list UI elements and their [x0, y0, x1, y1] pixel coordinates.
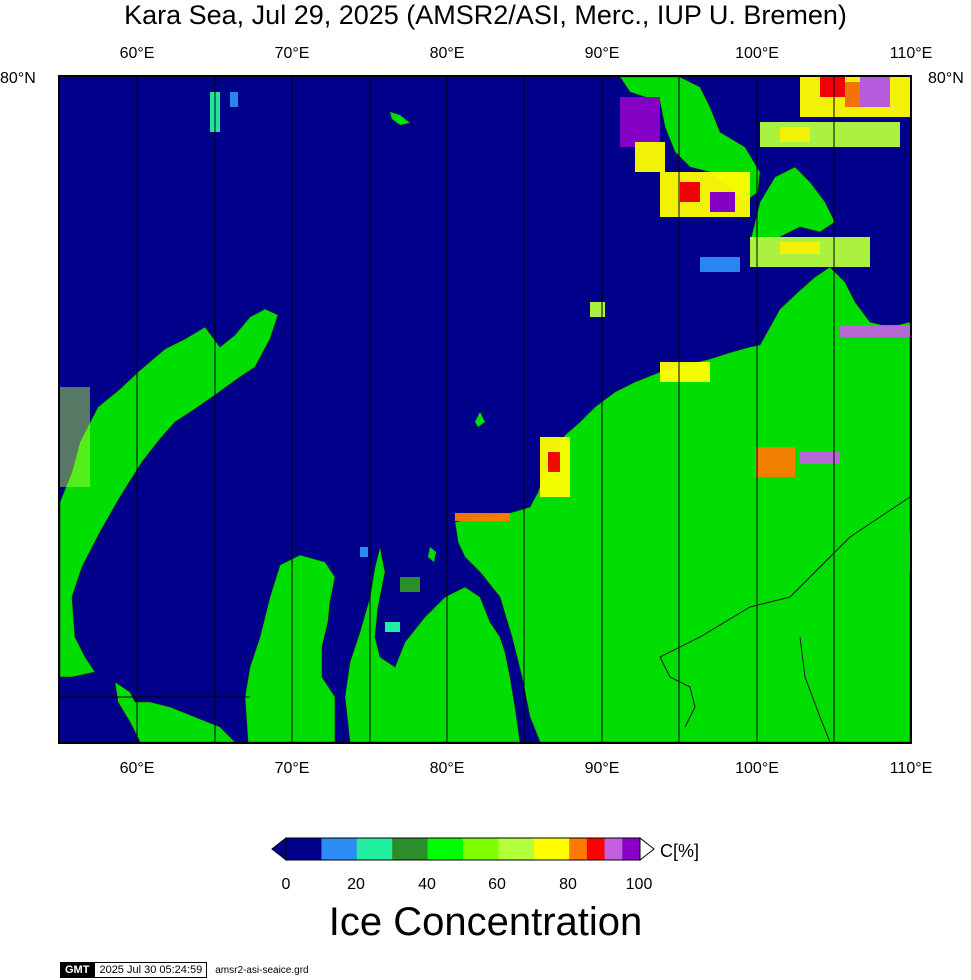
graticule: [60, 77, 835, 742]
colorbar-bin-85-90: [586, 838, 606, 860]
sea-ice-map: [58, 75, 912, 744]
lon-label-top-100: 100°E: [735, 45, 779, 62]
colorbar-bin-75-80: [551, 838, 570, 860]
lon-label-top-70: 70°E: [274, 45, 310, 62]
land-small-island-1: [475, 412, 485, 427]
colorbar-bin-20-30: [356, 838, 393, 860]
gmt-logo: GMT: [60, 962, 95, 978]
colorbar-tick-0: 0: [281, 876, 291, 893]
colorbar-bin-70-75: [533, 838, 552, 860]
timestamp: 2025 Jul 30 05:24:59: [94, 962, 208, 978]
land-vize-island: [390, 112, 410, 125]
lon-label-bottom-110: 110°E: [889, 760, 933, 777]
colorbar-title: Ice Concentration: [328, 900, 643, 944]
colorbar-unit-label: C[%]: [660, 841, 700, 861]
colorbar-bin-95-100: [622, 838, 641, 860]
lon-label-bottom-90: 90°E: [584, 760, 620, 777]
colorbar-under-triangle: [271, 836, 287, 862]
land-gydan: [344, 546, 521, 742]
lon-label-bottom-70: 70°E: [274, 760, 310, 777]
land-severnaya-zemlya-2: [749, 166, 836, 243]
lon-label-top-90: 90°E: [584, 45, 620, 62]
colorbar-tick-40: 40: [418, 876, 436, 893]
colorbar-bin-80-85: [569, 838, 588, 860]
rivers: [659, 496, 910, 742]
land-novaya-zemlya: [60, 308, 279, 678]
colorbar-bin-50-60: [463, 838, 499, 860]
ice-patches: [60, 77, 910, 572]
colorbar-bin-0-10: [286, 838, 322, 860]
lon-label-top-110: 110°E: [889, 45, 933, 62]
land-small-island-2: [428, 547, 436, 562]
colorbar-over-triangle: [639, 836, 655, 862]
colorbar-svg: [271, 836, 655, 862]
lat-label-left: 80°N: [0, 70, 36, 87]
colorbar-bin-90-95: [604, 838, 623, 860]
ice-speckles: [360, 547, 420, 632]
footer: GMT 2025 Jul 30 05:24:59 amsr2-asi-seaic…: [60, 962, 309, 978]
colorbar-tick-100: 100: [625, 876, 653, 893]
filename: amsr2-asi-seaice.grd: [215, 964, 309, 976]
lat-label-right: 80°N: [928, 70, 964, 87]
colorbar: [270, 836, 655, 869]
colorbar-tick-20: 20: [347, 876, 365, 893]
colorbar-bin-60-70: [498, 838, 535, 860]
colorbar-bin-30-40: [392, 838, 429, 860]
map-canvas: [60, 77, 910, 742]
colorbar-tick-60: 60: [488, 876, 506, 893]
lon-label-top-60: 60°E: [119, 45, 155, 62]
lon-label-bottom-60: 60°E: [119, 760, 155, 777]
colorbar-tick-80: 80: [559, 876, 577, 893]
map-title: Kara Sea, Jul 29, 2025 (AMSR2/ASI, Merc.…: [124, 0, 847, 30]
lon-label-top-80: 80°E: [429, 45, 465, 62]
colorbar-bin-10-20: [321, 838, 358, 860]
land-yamal: [244, 554, 336, 742]
lon-label-bottom-80: 80°E: [429, 760, 465, 777]
colorbar-bin-40-50: [427, 838, 464, 860]
lon-label-bottom-100: 100°E: [735, 760, 779, 777]
land-vaygach: [114, 681, 236, 742]
